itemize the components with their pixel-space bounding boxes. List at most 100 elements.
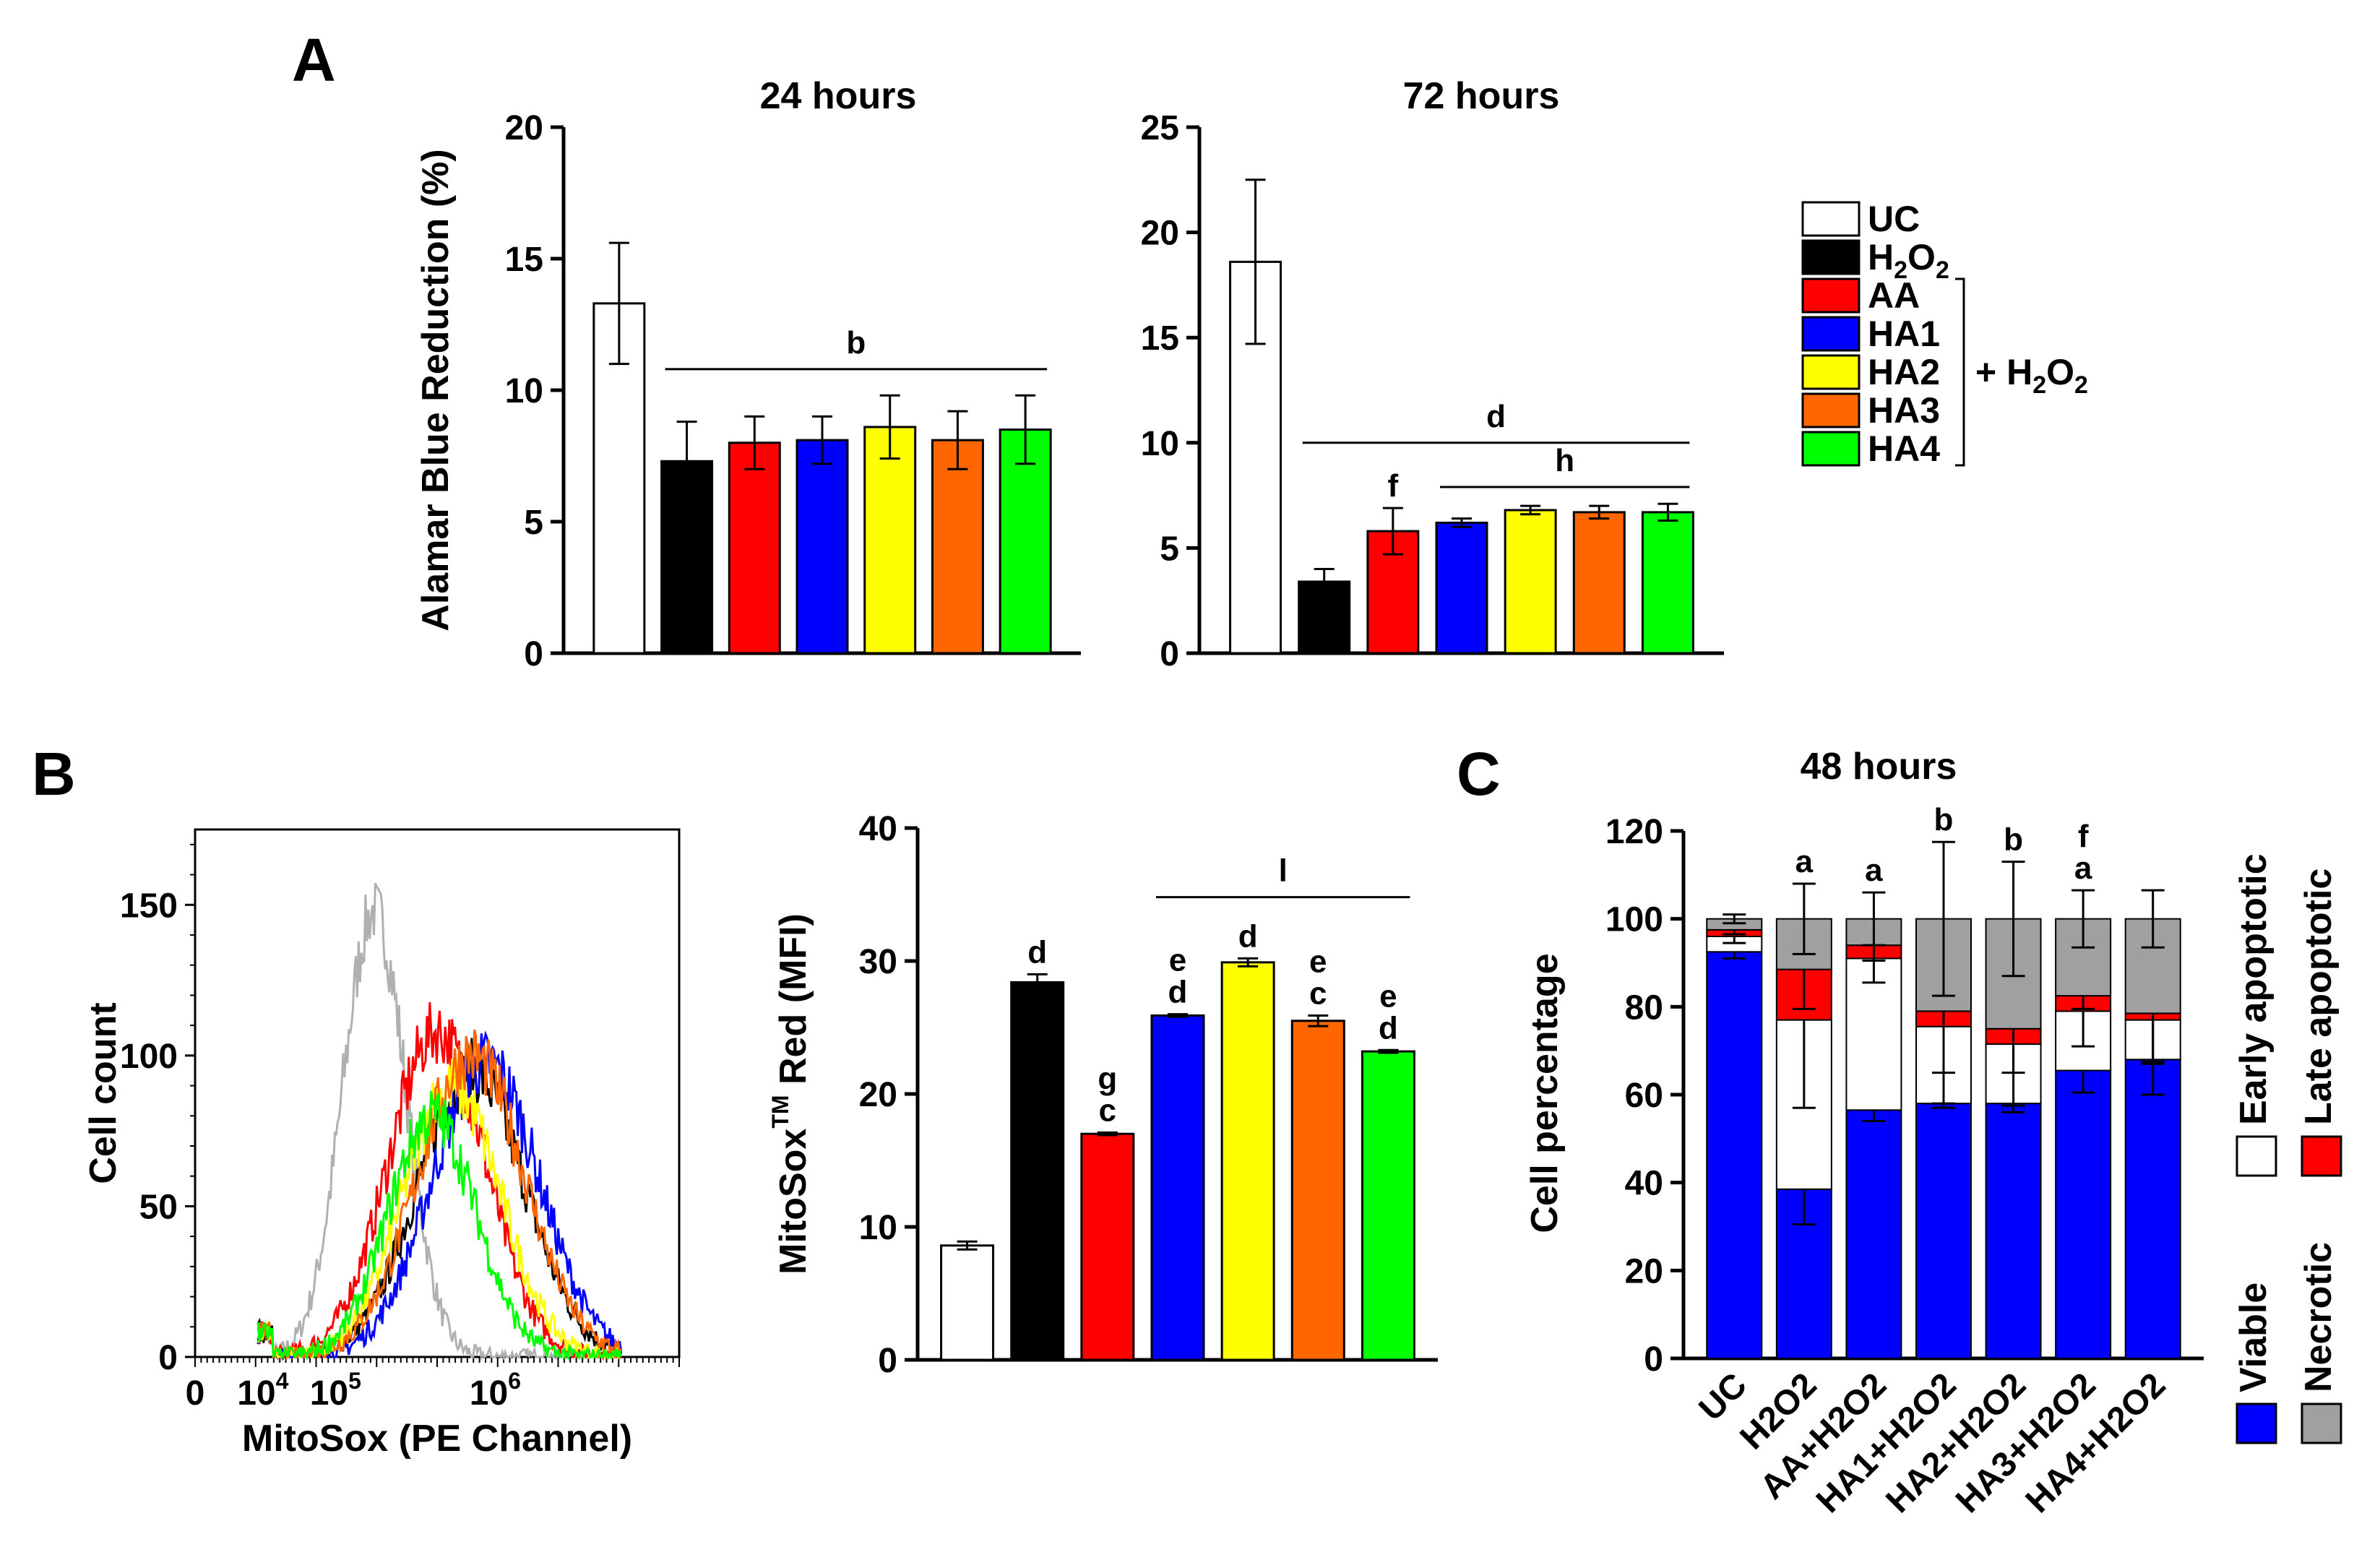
bar-ha3 bbox=[931, 439, 984, 655]
legend-swatch-h2o2 bbox=[1801, 239, 1861, 275]
y-tick-label: 0 bbox=[158, 1339, 178, 1377]
y-tick-label: 40 bbox=[859, 810, 897, 848]
significance-letter: h bbox=[1555, 443, 1574, 478]
legend-label: Early apoptotic bbox=[2233, 853, 2275, 1125]
y-tick-label: 15 bbox=[1141, 319, 1179, 358]
chart-b-histogram: 0 50 100 150 0 104 105 106 MitoSox (PE Channel) C… bbox=[82, 828, 681, 1460]
y-tick-label: 100 bbox=[1605, 901, 1663, 939]
subscript: 2 bbox=[2074, 371, 2088, 399]
y-tick-label: 20 bbox=[1141, 215, 1179, 253]
y-tick-label: 5 bbox=[1160, 530, 1179, 568]
x-tick-label: 106 bbox=[470, 1368, 521, 1413]
stack-segment-viable bbox=[1985, 1103, 2042, 1359]
significance-letter: d bbox=[1486, 399, 1506, 434]
legend-swatch-ha3 bbox=[1801, 392, 1861, 428]
bar-letter: b bbox=[2004, 822, 2023, 858]
bar-letter: d bbox=[1027, 934, 1047, 970]
y-tick-label: 60 bbox=[1625, 1077, 1663, 1115]
y-tick-label: 50 bbox=[139, 1188, 178, 1226]
bar-ha1 bbox=[796, 439, 849, 655]
significance-letter: b bbox=[846, 325, 866, 361]
y-axis-label: Alamar Blue Reduction (%) bbox=[415, 149, 457, 631]
chart-title: 72 hours bbox=[1403, 75, 1560, 117]
bar-ha2 bbox=[863, 426, 917, 655]
stack-segment-viable bbox=[2055, 1069, 2112, 1359]
histogram-curve-aa bbox=[256, 1002, 621, 1361]
label-rest: Red (MFI) bbox=[772, 913, 814, 1095]
bar-letter: f bbox=[2078, 819, 2089, 854]
bar-letter: a bbox=[1795, 844, 1814, 879]
legend-swatch-aa bbox=[1801, 277, 1861, 314]
superscript: 5 bbox=[348, 1368, 361, 1394]
superscript: 4 bbox=[276, 1368, 289, 1394]
stack-segment-viable bbox=[1915, 1103, 1972, 1359]
bar-ha2 bbox=[1504, 509, 1557, 655]
legend-label-ha4: HA4 bbox=[1868, 428, 1940, 469]
bar-letter: e bbox=[1309, 944, 1327, 979]
bar-letter: f bbox=[1388, 468, 1399, 504]
x-tick-label: 104 bbox=[237, 1368, 288, 1413]
y-tick-label: 25 bbox=[1141, 109, 1179, 147]
legend-label-uc: UC bbox=[1868, 199, 1920, 239]
letter: O bbox=[1907, 237, 1936, 277]
y-tick-label: 20 bbox=[1625, 1252, 1663, 1290]
legend-swatch bbox=[2235, 1135, 2277, 1177]
bar-letter: c bbox=[1309, 975, 1327, 1011]
legend-bracket bbox=[1955, 277, 1965, 467]
y-tick-label: 100 bbox=[120, 1038, 178, 1076]
y-tick-label: 40 bbox=[1625, 1165, 1663, 1203]
superscript: 6 bbox=[508, 1368, 521, 1394]
subscript: 2 bbox=[2032, 371, 2046, 399]
bar-letter: g bbox=[1098, 1061, 1117, 1096]
significance-letter: l bbox=[1279, 853, 1288, 889]
y-tick-label: 0 bbox=[1160, 635, 1179, 673]
y-tick-label: 5 bbox=[524, 504, 543, 542]
chart-title: 48 hours bbox=[1801, 746, 1957, 788]
stack-segment-viable bbox=[1706, 951, 1763, 1359]
panel-letter-a: A bbox=[292, 26, 336, 94]
chart-title: 24 hours bbox=[760, 75, 917, 117]
y-tick-label: 80 bbox=[1625, 988, 1663, 1027]
legend-label-ha3: HA3 bbox=[1868, 390, 1940, 431]
legend-swatch-ha2 bbox=[1801, 354, 1861, 390]
y-axis-label: Cell percentage bbox=[1524, 953, 1566, 1233]
bar-letter: a bbox=[1865, 853, 1883, 888]
chart-a-72h: 0 5 10 15 20 25 d h f 72 hours bbox=[1141, 75, 1724, 673]
legend-label-ha1: HA1 bbox=[1868, 314, 1940, 354]
bar-ha3 bbox=[1572, 511, 1626, 655]
legend-label: Necrotic bbox=[2298, 1242, 2340, 1392]
y-axis-label: MitoSoxTM Red (MFI) bbox=[767, 913, 814, 1275]
y-tick-label: 15 bbox=[505, 241, 543, 279]
y-tick-label: 0 bbox=[1644, 1340, 1663, 1379]
bar-h2o2 bbox=[1010, 981, 1065, 1361]
y-tick-label: 30 bbox=[859, 943, 897, 981]
bar-aa bbox=[728, 441, 781, 655]
y-tick-label: 0 bbox=[524, 635, 543, 673]
panel-letter-c: C bbox=[1457, 740, 1501, 808]
bar-letter: e bbox=[1169, 943, 1186, 978]
bar-ha4 bbox=[1641, 511, 1694, 655]
legend-swatch bbox=[2301, 1402, 2342, 1444]
bar-letter: e bbox=[1379, 978, 1397, 1014]
bar-letter: d bbox=[1379, 1010, 1398, 1046]
bar-letter: d bbox=[1238, 918, 1258, 954]
legend-bracket-label: + H2O2 bbox=[1975, 352, 2088, 399]
y-tick-label: 20 bbox=[505, 109, 543, 147]
letter: O bbox=[2046, 352, 2074, 392]
bar-ha4 bbox=[999, 428, 1052, 655]
bar-letter: d bbox=[1168, 975, 1188, 1010]
legend-swatch-ha1 bbox=[1801, 316, 1861, 352]
y-tick-label: 10 bbox=[505, 372, 543, 410]
stack-segment-viable bbox=[2124, 1059, 2181, 1360]
chart-a-24h: 0 5 10 15 20 b 24 hours Alamar Blue Reduction (… bbox=[415, 75, 1081, 673]
legend-label: Viable bbox=[2233, 1283, 2275, 1392]
bar-ha3 bbox=[1290, 1020, 1345, 1361]
bar-ha4 bbox=[1361, 1050, 1415, 1361]
x-tick-label: 105 bbox=[310, 1368, 361, 1413]
y-tick-label: 150 bbox=[120, 887, 178, 925]
y-tick-label: 120 bbox=[1605, 813, 1663, 851]
legend-label: Late apoptotic bbox=[2298, 869, 2340, 1125]
